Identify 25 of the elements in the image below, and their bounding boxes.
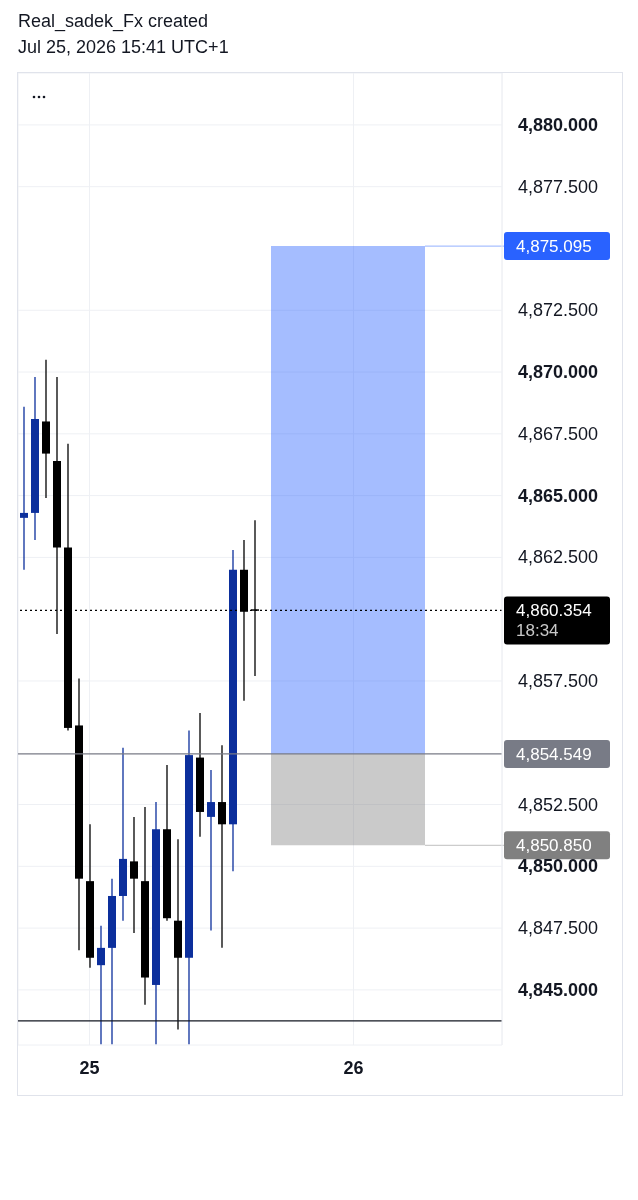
candlestick [97, 924, 105, 1045]
y-tick-label: 4,880.000 [518, 114, 599, 135]
y-tick-label: 4,862.500 [518, 547, 599, 568]
y-tick-label: 4,872.500 [518, 300, 599, 321]
chart-subtitle: Jul 25, 2026 15:41 UTC+1 [18, 36, 230, 59]
ref-line-label: 4,860.354 18:34 [516, 601, 592, 641]
y-tick-label: 4,845.000 [518, 979, 599, 1000]
y-tick-label: 4,870.000 [518, 362, 599, 383]
candlestick [20, 405, 28, 571]
x-tick-label: 25 [79, 1057, 100, 1078]
y-tick-label: 4,847.500 [518, 918, 599, 939]
y-tick-label: 4,867.500 [518, 423, 599, 444]
y-tick-label: 4,865.000 [518, 485, 599, 506]
y-tick-label: 4,857.500 [518, 670, 599, 691]
x-tick-label: 26 [343, 1057, 364, 1078]
band-label: 4,850.850 [516, 836, 592, 856]
ref-line-label: 4,854.549 [516, 744, 592, 764]
candlestick [218, 744, 226, 949]
y-tick-label: 4,877.500 [518, 176, 599, 197]
y-tick-label: 4,852.500 [518, 794, 599, 815]
candlestick [207, 769, 215, 932]
band-label: 4,875.095 [516, 237, 592, 257]
y-tick-label: 4,850.000 [518, 856, 599, 877]
chart-title: Real_sadek_Fx created [18, 10, 210, 34]
candlestick [130, 816, 138, 934]
